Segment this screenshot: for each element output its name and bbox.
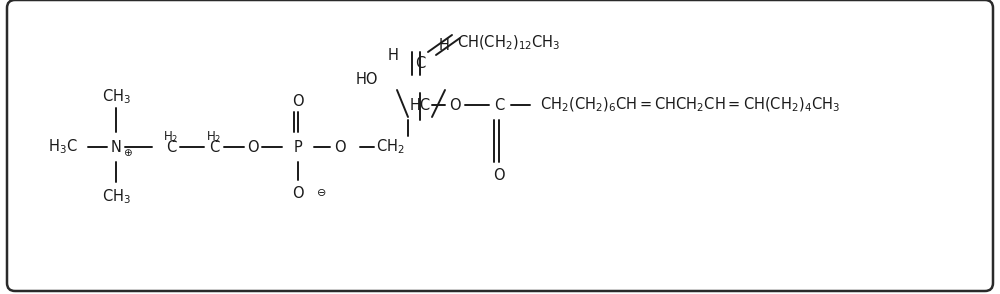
Text: CH$_3$: CH$_3$ [102,88,130,106]
Text: $\oplus$: $\oplus$ [123,146,133,158]
Text: H$_3$C: H$_3$C [48,138,78,156]
Text: O: O [292,94,304,109]
Text: CH$_2$(CH$_2$)$_6$CH$=$CHCH$_2$CH$=$CH(CH$_2$)$_4$CH$_3$: CH$_2$(CH$_2$)$_6$CH$=$CHCH$_2$CH$=$CH(C… [540,96,840,114]
Text: H: H [439,39,449,54]
Text: CH(CH$_2$)$_{12}$CH$_3$: CH(CH$_2$)$_{12}$CH$_3$ [457,34,561,52]
Text: H$_2$: H$_2$ [163,129,179,145]
Text: O: O [449,98,461,113]
Text: HC: HC [409,98,431,113]
Text: P: P [294,139,302,155]
Text: H$_2$: H$_2$ [206,129,222,145]
Text: O: O [493,168,505,183]
Text: H: H [388,48,398,63]
Text: C: C [166,139,176,155]
Text: HO: HO [356,73,378,88]
Text: C: C [209,139,219,155]
Text: C: C [415,56,425,71]
Text: O: O [247,139,259,155]
Text: CH$_2$: CH$_2$ [376,138,404,156]
Text: O: O [334,139,346,155]
Text: N: N [111,139,121,155]
Text: O: O [292,186,304,201]
Text: C: C [494,98,504,113]
Text: CH$_3$: CH$_3$ [102,188,130,206]
Text: $\ominus$: $\ominus$ [316,188,326,198]
